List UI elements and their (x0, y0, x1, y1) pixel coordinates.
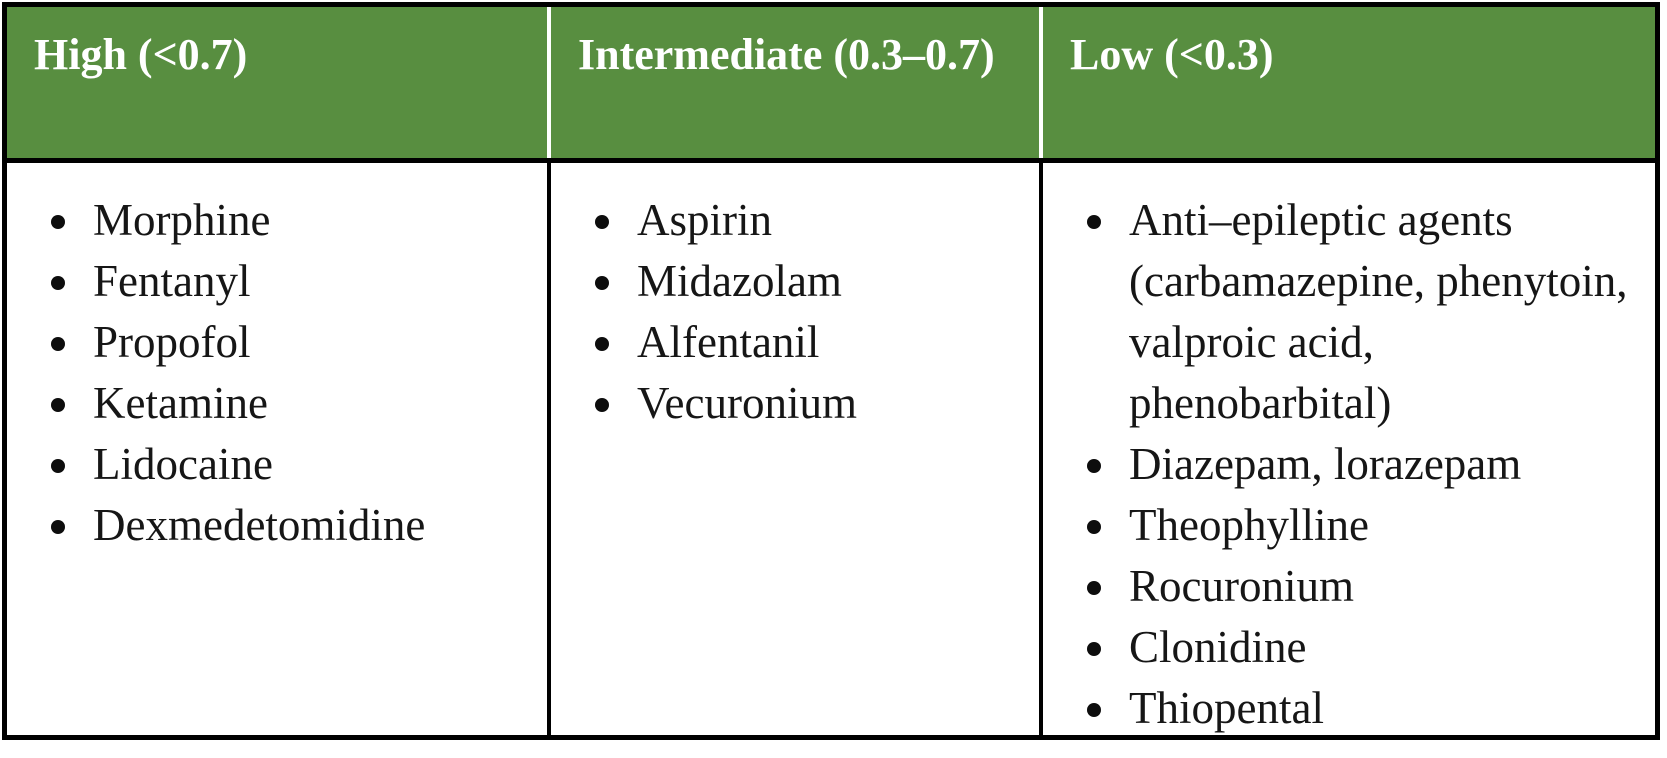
drug-name: Theophylline (1129, 500, 1369, 550)
drug-name: Fentanyl (93, 256, 251, 306)
bullet-icon (51, 520, 65, 534)
list-item: Clonidine (1083, 617, 1631, 678)
list-item: Propofol (47, 312, 523, 373)
list-item: Vecuronium (591, 373, 1015, 434)
drug-name: Midazolam (637, 256, 842, 306)
bullet-icon (51, 398, 65, 412)
drug-list-intermediate: Aspirin Midazolam Alfentanil Vecuronium (591, 190, 1015, 434)
bullet-icon (51, 276, 65, 290)
drug-name: Thiopental (1129, 683, 1324, 733)
list-item: Midazolam (591, 251, 1015, 312)
bullet-icon (595, 337, 609, 351)
extraction-ratio-table: High (<0.7) Intermediate (0.3–0.7) Low (… (2, 2, 1660, 740)
bullet-icon (1087, 642, 1101, 656)
drug-name: Diazepam, lorazepam (1129, 439, 1522, 489)
bullet-icon (51, 459, 65, 473)
list-item: Aspirin (591, 190, 1015, 251)
drug-name: Morphine (93, 195, 271, 245)
list-item: Theophylline (1083, 495, 1631, 556)
drug-name: Alfentanil (637, 317, 820, 367)
list-item: Ketamine (47, 373, 523, 434)
bullet-icon (1087, 581, 1101, 595)
drug-name: Dexmedetomidine (93, 500, 426, 550)
table-body-row: Morphine Fentanyl Propofol Ketamine Lido… (7, 163, 1655, 739)
list-item: Fentanyl (47, 251, 523, 312)
bullet-icon (595, 215, 609, 229)
list-item: Thiopental (1083, 678, 1631, 739)
drug-list-low: Anti–epileptic agents (carbamazepine, ph… (1083, 190, 1631, 739)
list-item: Rocuronium (1083, 556, 1631, 617)
header-cell-low: Low (<0.3) (1039, 7, 1655, 158)
list-item: Lidocaine (47, 434, 523, 495)
bullet-icon (1087, 215, 1101, 229)
drug-name: Aspirin (637, 195, 772, 245)
list-item: Alfentanil (591, 312, 1015, 373)
body-cell-low: Anti–epileptic agents (carbamazepine, ph… (1039, 163, 1655, 739)
bullet-icon (1087, 459, 1101, 473)
bullet-icon (595, 276, 609, 290)
list-item: Diazepam, lorazepam (1083, 434, 1631, 495)
drug-name: Anti–epileptic agents (carbamazepine, ph… (1129, 195, 1628, 428)
drug-name: Ketamine (93, 378, 268, 428)
bullet-icon (51, 337, 65, 351)
drug-name: Clonidine (1129, 622, 1307, 672)
drug-name: Lidocaine (93, 439, 273, 489)
drug-name: Vecuronium (637, 378, 857, 428)
drug-name: Rocuronium (1129, 561, 1354, 611)
list-item: Dexmedetomidine (47, 495, 523, 556)
list-item: Morphine (47, 190, 523, 251)
body-cell-high: Morphine Fentanyl Propofol Ketamine Lido… (7, 163, 547, 739)
bullet-icon (1087, 520, 1101, 534)
bullet-icon (595, 398, 609, 412)
table-header-row: High (<0.7) Intermediate (0.3–0.7) Low (… (7, 7, 1655, 163)
bullet-icon (51, 215, 65, 229)
body-cell-intermediate: Aspirin Midazolam Alfentanil Vecuronium (547, 163, 1039, 739)
list-item: Anti–epileptic agents (carbamazepine, ph… (1083, 190, 1631, 434)
drug-list-high: Morphine Fentanyl Propofol Ketamine Lido… (47, 190, 523, 556)
drug-name: Propofol (93, 317, 251, 367)
header-cell-intermediate: Intermediate (0.3–0.7) (547, 7, 1039, 158)
bullet-icon (1087, 703, 1101, 717)
header-cell-high: High (<0.7) (34, 30, 248, 79)
